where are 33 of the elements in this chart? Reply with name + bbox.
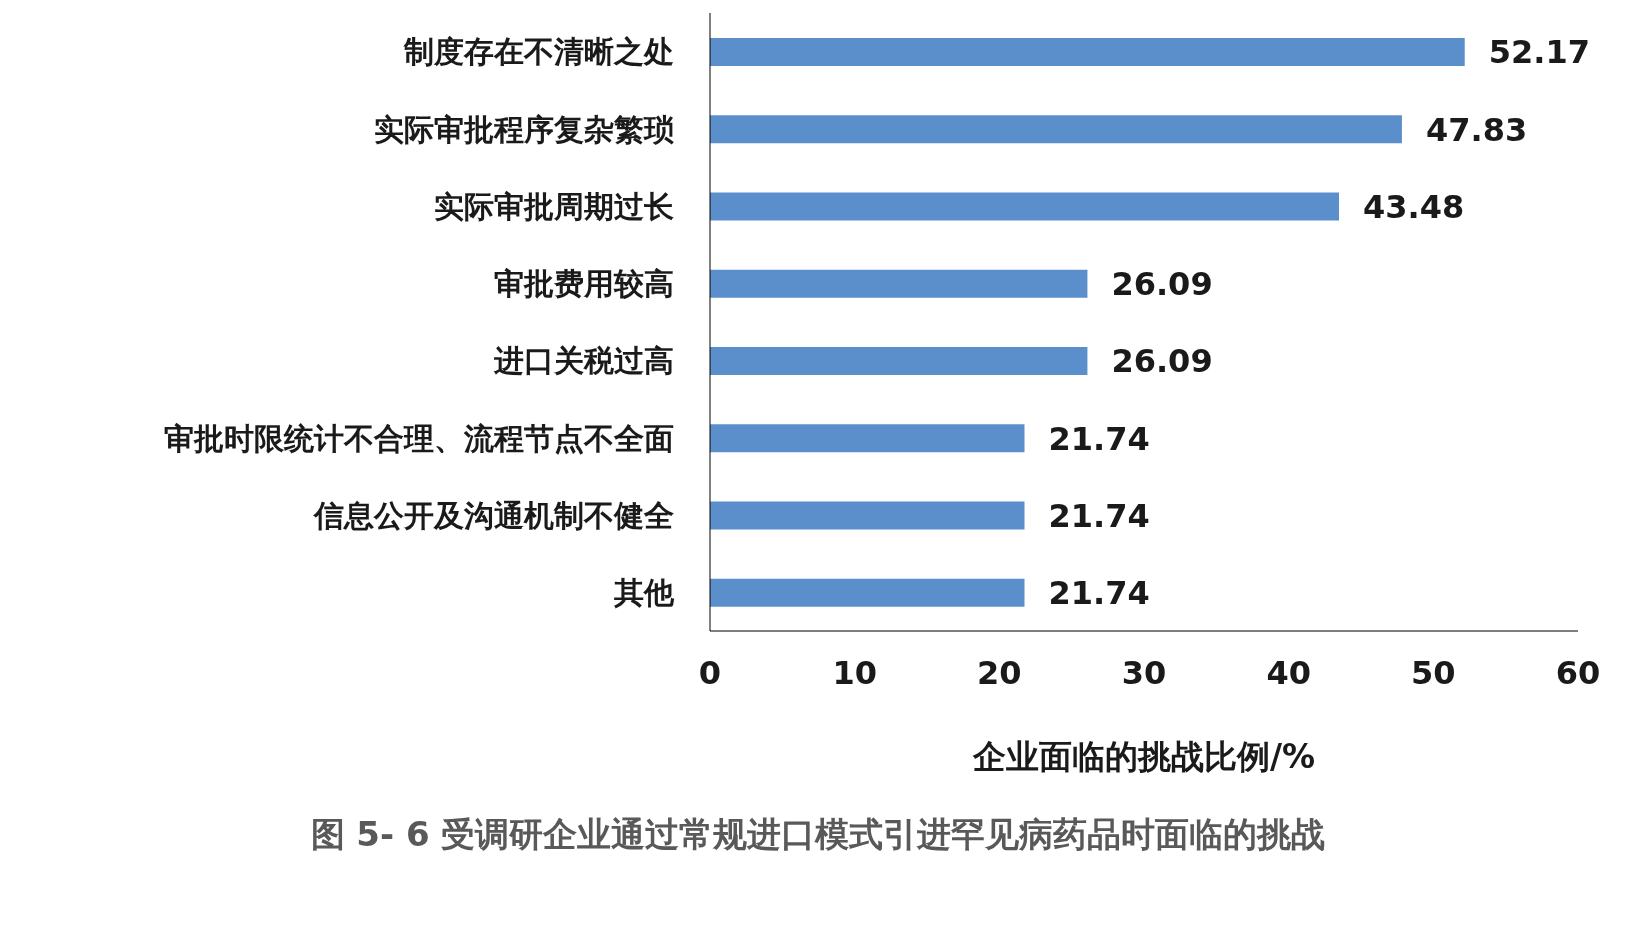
y-tick-label: 实际审批程序复杂繁琐 <box>374 111 674 147</box>
x-tick-label: 50 <box>1411 653 1456 692</box>
data-label: 21.74 <box>1048 419 1150 458</box>
data-label: 21.74 <box>1048 496 1150 535</box>
bar <box>710 501 1025 530</box>
y-tick-label: 实际审批周期过长 <box>434 188 674 224</box>
x-tick-label: 20 <box>977 653 1022 692</box>
y-tick-label: 进口关税过高 <box>493 343 674 379</box>
x-tick-label: 40 <box>1266 653 1311 692</box>
y-tick-label: 制度存在不清晰之处 <box>403 34 674 70</box>
bar <box>710 192 1340 221</box>
data-label: 21.74 <box>1048 574 1150 613</box>
bar <box>710 269 1088 298</box>
data-label: 43.48 <box>1363 187 1465 226</box>
text: 图 5- 6 受调研企业通过常规进口模式引进罕见病药品时面临的挑战 <box>309 813 1327 856</box>
y-tick-label: 其他 <box>613 575 675 611</box>
y-tick-label: 审批费用较高 <box>494 266 674 302</box>
data-label: 47.83 <box>1425 110 1528 149</box>
bar <box>710 347 1088 375</box>
y-tick-label: 信息公开及沟通机制不健全 <box>313 497 674 533</box>
bar <box>710 115 1402 144</box>
x-tick-label: 30 <box>1121 653 1167 692</box>
data-label: 26.09 <box>1111 265 1213 304</box>
data-label: 26.09 <box>1111 342 1213 381</box>
x-tick-label: 60 <box>1555 653 1601 692</box>
y-tick-label: 审批时限统计不合理、流程节点不全面 <box>164 420 674 456</box>
data-label: 52.17 <box>1488 33 1590 72</box>
x-tick-label: 0 <box>698 653 722 692</box>
bar <box>710 424 1025 453</box>
bar <box>710 578 1025 607</box>
x-tick-label: 10 <box>832 653 877 692</box>
bar <box>710 38 1465 66</box>
x-axis-title: 企业面临的挑战比例/% <box>971 737 1316 776</box>
